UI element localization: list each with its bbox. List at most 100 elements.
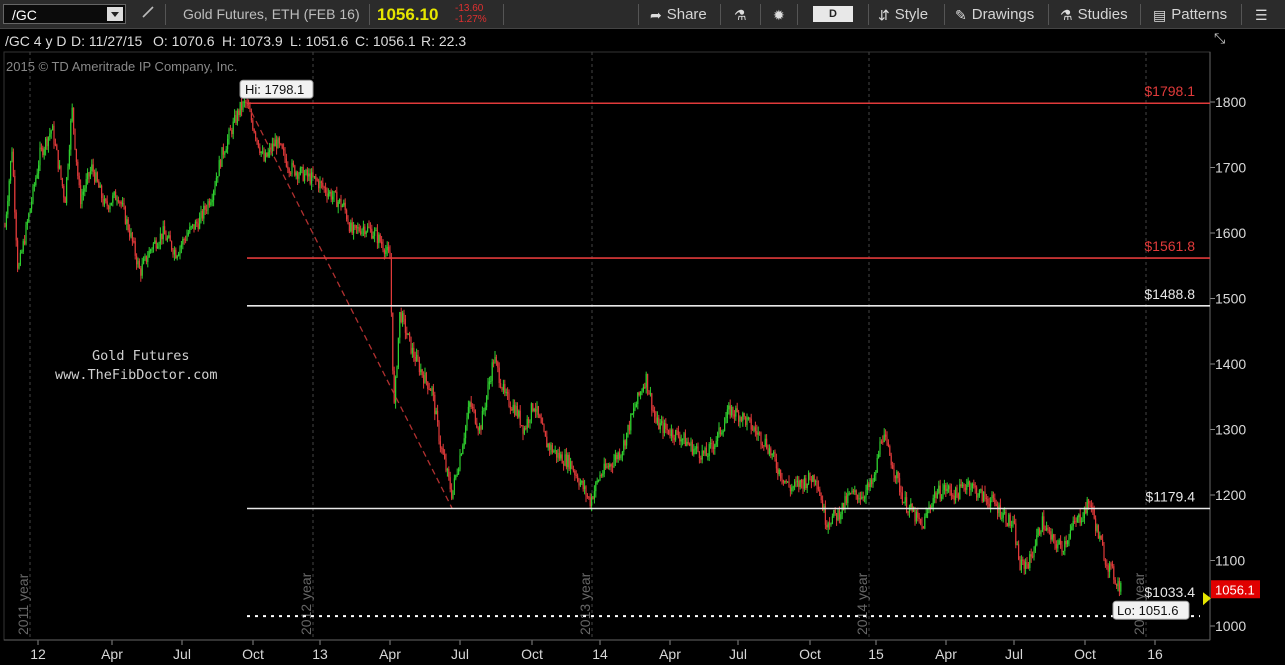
candle-body xyxy=(417,354,419,361)
candle-body xyxy=(424,372,426,384)
flask-button[interactable]: ⚗ xyxy=(734,0,752,29)
candle-body xyxy=(1022,559,1024,562)
candle-body xyxy=(385,250,387,254)
info-close: C: 1056.1 xyxy=(355,33,416,49)
candle-body xyxy=(357,227,359,229)
separator xyxy=(797,4,798,25)
candle-body xyxy=(1016,544,1018,546)
candle-body xyxy=(151,248,153,250)
candle-body xyxy=(560,454,562,459)
candle-body xyxy=(901,492,903,503)
price-change-percent: -1.27% xyxy=(455,14,487,25)
candle-body xyxy=(1034,545,1036,551)
toolbar: /GC Gold Futures, ETH (FEB 16) 1056.10 -… xyxy=(0,0,1285,29)
candle-body xyxy=(367,226,369,232)
link-icon[interactable] xyxy=(141,0,155,29)
separator xyxy=(760,4,761,25)
candle-body xyxy=(740,417,742,421)
candle-body xyxy=(1013,520,1015,524)
candle-body xyxy=(1065,541,1067,545)
candle-body xyxy=(698,451,700,458)
candle-body xyxy=(896,471,898,479)
candle-body xyxy=(211,200,213,203)
candle-body xyxy=(435,410,437,415)
candle-body xyxy=(173,249,175,255)
candle-body xyxy=(771,453,773,456)
candle-body xyxy=(106,201,108,206)
share-button[interactable]: ➦ Share xyxy=(650,0,707,29)
x-tick-label: 14 xyxy=(592,646,608,662)
candles xyxy=(4,96,1122,597)
candle-body xyxy=(983,491,985,502)
settings-button[interactable]: ✹ xyxy=(773,0,790,29)
candle-body xyxy=(301,167,303,169)
more-button[interactable]: ☰ xyxy=(1255,0,1273,29)
candle-body xyxy=(665,423,667,429)
style-button[interactable]: ⇵ Style xyxy=(878,0,928,29)
patterns-button[interactable]: ▤ Patterns xyxy=(1153,0,1227,29)
candle-body xyxy=(689,443,691,446)
candle-body xyxy=(603,463,605,474)
candle-body xyxy=(126,219,128,224)
candle-body xyxy=(469,402,471,407)
candle-body xyxy=(319,181,321,189)
candle-body xyxy=(453,478,455,491)
candle-body xyxy=(869,479,871,487)
candle-body xyxy=(60,165,62,179)
candle-body xyxy=(507,392,509,394)
candle-body xyxy=(1008,514,1010,527)
candle-body xyxy=(918,517,920,519)
candle-body xyxy=(770,448,772,456)
candle-body xyxy=(1033,550,1035,558)
candle-body xyxy=(238,110,240,116)
flask-icon: ⚗ xyxy=(734,6,747,23)
candle-body xyxy=(1009,514,1011,526)
y-tick-label: 1400 xyxy=(1215,356,1246,372)
candle-body xyxy=(406,332,408,335)
candle-body xyxy=(159,233,161,244)
year-marker-label: 2012 year xyxy=(298,572,314,635)
candle-body xyxy=(235,115,237,124)
candle-body xyxy=(481,410,483,430)
candle-body xyxy=(705,447,707,457)
candle-body xyxy=(551,445,553,453)
candle-body xyxy=(700,457,702,460)
candle-body xyxy=(67,166,69,178)
candle-body xyxy=(641,391,643,393)
collapse-icon[interactable]: ⤡ xyxy=(1214,30,1226,46)
drawings-button[interactable]: ✎ Drawings xyxy=(955,0,1034,29)
candle-body xyxy=(729,405,731,416)
separator xyxy=(165,4,166,25)
candle-body xyxy=(997,506,999,514)
separator xyxy=(638,4,639,25)
candle-body xyxy=(155,240,157,249)
studies-button[interactable]: ⚗ Studies xyxy=(1060,0,1128,29)
period-select[interactable]: D xyxy=(813,6,853,22)
candle-body xyxy=(536,406,538,412)
candle-body xyxy=(1001,517,1003,519)
candle-body xyxy=(596,480,598,483)
last-price: 1056.10 xyxy=(377,5,439,24)
candle-body xyxy=(829,523,831,525)
candle-body xyxy=(773,452,775,454)
candle-body xyxy=(801,479,803,483)
candle-body xyxy=(210,202,212,206)
candle-body xyxy=(787,481,789,483)
candle-body xyxy=(136,255,138,265)
candle-body xyxy=(544,431,546,437)
candle-body xyxy=(859,498,861,500)
candle-body xyxy=(1114,579,1116,584)
candle-body xyxy=(952,495,954,497)
symbol-input[interactable]: /GC xyxy=(3,4,126,24)
candle-body xyxy=(612,466,614,468)
symbol-dropdown-icon[interactable] xyxy=(107,7,123,21)
candle-body xyxy=(567,454,569,468)
candle-body xyxy=(311,172,313,184)
candle-body xyxy=(988,503,990,507)
candle-body xyxy=(974,485,976,488)
candle-body xyxy=(452,490,454,499)
candle-body xyxy=(592,497,594,499)
candle-body xyxy=(873,474,875,481)
candle-body xyxy=(122,203,124,205)
